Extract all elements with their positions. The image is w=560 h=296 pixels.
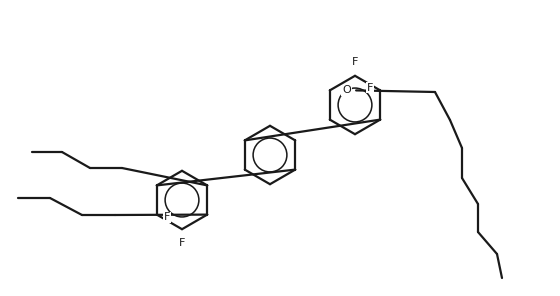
Text: O: O [342,86,351,95]
Text: F: F [367,83,374,93]
Text: F: F [179,238,185,248]
Text: F: F [164,213,170,222]
Text: F: F [352,57,358,67]
